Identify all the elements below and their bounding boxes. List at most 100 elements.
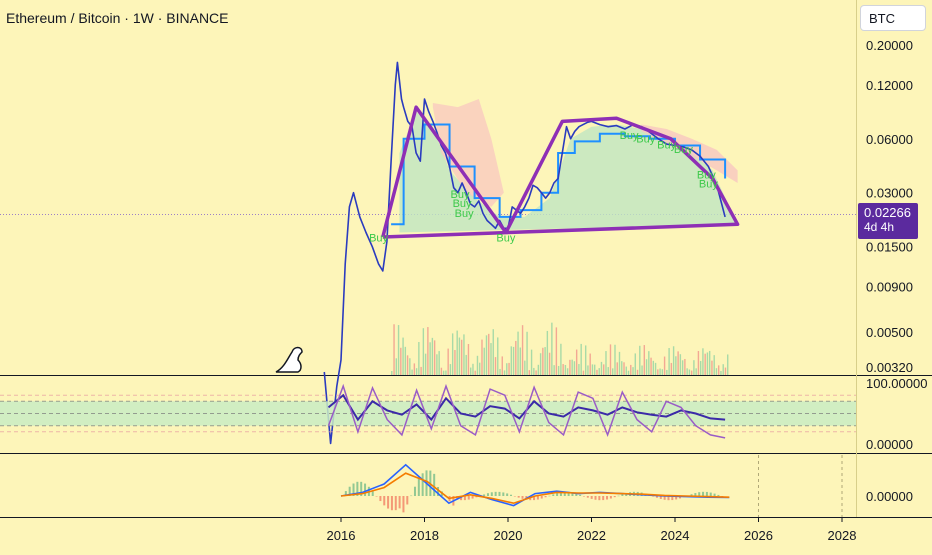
volume-bar: [582, 370, 585, 375]
macd-histogram-bar: [713, 493, 716, 496]
macd-histogram-bar: [360, 481, 363, 496]
volume-bar: [458, 337, 461, 375]
volume-bar: [720, 370, 722, 375]
volume-bar: [497, 337, 499, 375]
macd-histogram-bar: [521, 496, 524, 499]
rsi-axis-tick: 0.00000: [866, 437, 913, 452]
price-axis-tick: 0.20000: [866, 38, 913, 53]
macd-histogram-bar: [387, 496, 390, 509]
volume-bar: [485, 335, 488, 375]
volume-bar: [499, 368, 501, 375]
volume-bar: [715, 368, 718, 375]
volume-bar: [512, 346, 515, 375]
volume-bar: [400, 347, 402, 375]
volume-bar: [566, 368, 569, 375]
macd-histogram-bar: [352, 483, 355, 496]
volume-bar: [618, 351, 621, 375]
macd-histogram-bar: [606, 496, 609, 500]
volume-bar: [548, 352, 551, 375]
macd-histogram-bar: [410, 495, 413, 497]
volume-bar: [650, 357, 652, 375]
volume-bar: [451, 333, 454, 375]
volume-bar: [711, 360, 713, 375]
macd-histogram-bar: [556, 493, 559, 496]
volume-bar: [542, 347, 544, 375]
macd-histogram-bar: [371, 491, 374, 496]
volume-bar: [501, 356, 503, 375]
volume-bar: [679, 354, 682, 375]
macd-histogram-bar: [717, 494, 720, 496]
volume-bar: [393, 324, 395, 375]
macd-histogram-bar: [579, 494, 582, 496]
volume-bar: [515, 340, 517, 375]
volume-bar: [614, 344, 616, 375]
volume-bar: [589, 353, 591, 375]
volume-bar: [688, 369, 691, 375]
volume-bar: [427, 327, 429, 375]
macd-histogram-bar: [536, 496, 539, 500]
buy-signal-label: Buy: [697, 170, 716, 182]
volume-bar: [557, 365, 560, 375]
volume-bar: [402, 337, 404, 375]
volume-bar: [413, 363, 416, 375]
price-axis-tick: 0.00500: [866, 325, 913, 340]
price-axis-tick: 0.00320: [866, 360, 913, 375]
macd-histogram-bar: [617, 495, 620, 497]
volume-bar: [544, 347, 546, 375]
volume-bar: [724, 367, 727, 375]
volume-bar: [528, 370, 531, 375]
volume-bar: [641, 365, 643, 375]
volume-bar: [697, 350, 700, 375]
macd-histogram-bar: [471, 496, 474, 499]
macd-histogram-bar: [709, 492, 712, 496]
volume-bar: [722, 364, 724, 375]
volume-bar: [397, 325, 400, 375]
volume-bar: [422, 328, 425, 375]
volume-bar: [686, 368, 688, 375]
volume-bar: [479, 362, 481, 375]
volume-bar: [564, 364, 567, 375]
volume-bar: [634, 353, 636, 375]
volume-bar: [598, 368, 600, 375]
macd-histogram-bar: [598, 496, 601, 501]
volume-bar: [630, 364, 632, 375]
macd-histogram-bar: [467, 496, 470, 500]
volume-bar: [681, 360, 684, 375]
volume-bar: [706, 352, 709, 375]
volume-bar: [639, 345, 641, 375]
volume-bar: [467, 344, 470, 375]
volume-bar: [551, 322, 553, 375]
volume-bar: [704, 353, 706, 375]
volume-bar: [578, 364, 580, 375]
macd-histogram-bar: [513, 496, 516, 497]
macd-histogram-bar: [456, 496, 459, 500]
volume-bar: [465, 354, 467, 375]
currency-selector[interactable]: BTC: [860, 5, 926, 31]
macd-histogram-bar: [690, 494, 693, 496]
volume-bar: [535, 370, 537, 375]
volume-bar: [661, 369, 664, 375]
time-axis-tick: 2022: [577, 528, 606, 543]
volume-bar: [537, 364, 540, 375]
volume-bar: [533, 367, 535, 375]
last-price-value: 0.02266: [864, 205, 911, 220]
volume-bar: [438, 351, 440, 375]
macd-histogram-bar: [613, 496, 616, 498]
macd-histogram-bar: [702, 491, 705, 496]
macd-histogram-bar: [586, 496, 589, 498]
price-series: [323, 61, 726, 445]
volume-bar: [718, 365, 720, 375]
macd-series-line: [340, 472, 730, 505]
price-axis-tick: 0.06000: [866, 132, 913, 147]
macd-histogram-bar: [460, 496, 463, 501]
macd-histogram-bar: [609, 496, 612, 499]
macd-histogram-bar: [433, 473, 436, 496]
macd-histogram-bar: [483, 494, 486, 496]
macd-histogram-bar: [437, 487, 440, 496]
volume-bar: [508, 362, 510, 375]
volume-bar: [526, 331, 528, 375]
volume-bar: [409, 358, 411, 375]
volume-bar: [575, 349, 578, 375]
